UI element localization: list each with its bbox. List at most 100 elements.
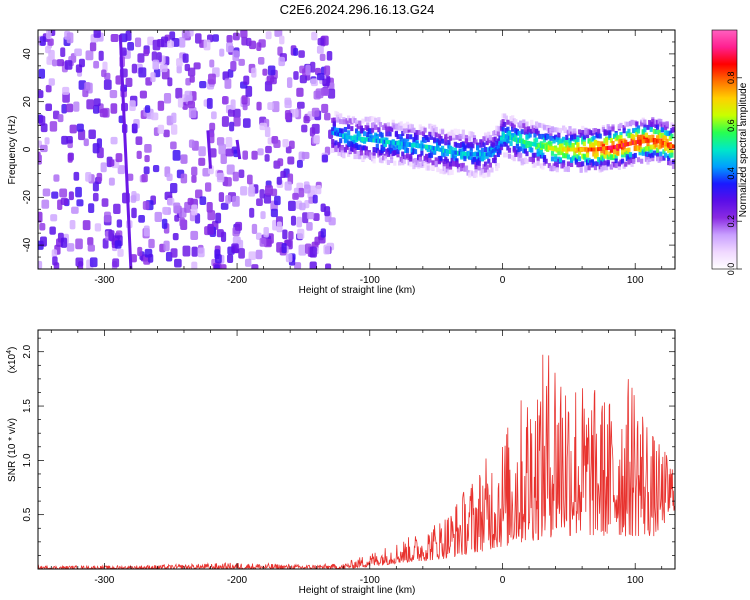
spectrogram-ridge-cell	[579, 132, 583, 138]
spectrogram-noise-cell	[176, 65, 182, 74]
spectrogram-noise-cell	[265, 185, 273, 196]
spectrogram-ridge-cell	[402, 128, 406, 134]
spectrogram-noise-cell	[89, 42, 97, 52]
snr-x-label: Height of straight line (km)	[299, 585, 416, 596]
spectrogram-ridge-cell	[426, 137, 430, 143]
spectrogram-ridge-cell	[496, 163, 500, 169]
spectrogram-ridge-cell	[440, 138, 445, 144]
spectrogram-ridge-cell	[668, 130, 672, 136]
spectrogram-noise-cell	[115, 153, 123, 163]
spectrogram-ridge-cell	[549, 131, 553, 137]
spectrogram-ridge-cell	[399, 121, 403, 127]
spectrogram-ridge-cell	[383, 155, 387, 161]
spectrogram-noise-cell	[53, 174, 60, 182]
spectrogram-noise-cell	[73, 171, 80, 181]
spectrogram-noise-cell	[317, 37, 325, 46]
spectrogram-ridge-cell	[644, 156, 649, 162]
spectrogram-ridge-cell	[450, 157, 454, 163]
spectrogram-ridge-cell	[372, 153, 376, 159]
spectrogram-ridge-cell	[554, 153, 558, 159]
spectrogram-ridge-cell	[562, 163, 566, 169]
spectrogram-noise-cell	[267, 102, 274, 110]
spectrogram-ridge-cell	[335, 111, 340, 117]
spectrogram-ridge-cell	[345, 136, 349, 142]
spectrogram-ridge-cell	[517, 156, 521, 162]
spectrogram-noise-cell	[215, 254, 222, 264]
spectrogram-noise-cell	[191, 204, 198, 216]
spectrogram-ridge-cell	[520, 129, 524, 135]
spectrogram-noise-cell	[38, 68, 46, 79]
spectrogram-noise-cell	[225, 137, 233, 148]
spectrogram-ridge-cell	[565, 142, 569, 148]
spectrogram-ridge-cell	[501, 119, 505, 125]
spectrogram-noise-cell	[78, 80, 87, 90]
spectrogram-noise-cell	[276, 221, 282, 232]
spectrogram-ridge-cell	[574, 139, 578, 145]
spectrogram-ridge-cell	[504, 141, 508, 147]
spectrogram-ridge-cell	[359, 150, 363, 156]
spectrogram-noise-cell	[147, 36, 154, 46]
spectrogram-ridge-cell	[345, 119, 349, 125]
spectrogram-noise-cell	[255, 249, 263, 260]
spectrogram-noise-cell	[276, 176, 282, 185]
spectrogram-noise-cell	[230, 99, 236, 111]
spectrogram-noise-cell	[309, 185, 317, 196]
spectrogram-ridge-cell	[485, 153, 489, 159]
spectrogram-ridge-cell	[665, 121, 669, 127]
spectrogram-noise-cell	[326, 50, 333, 61]
spectrogram-ridge-cell	[609, 137, 613, 143]
spectrogram-ridge-cell	[390, 148, 394, 154]
spectrogram-noise-cell	[163, 129, 170, 138]
spectrogram-ridge-cell	[514, 118, 518, 124]
spectrogram-noise-cell	[88, 129, 96, 140]
spectrogram-noise-cell	[324, 65, 331, 76]
spectrogram-ridge-cell	[571, 142, 575, 148]
spectrogram-ridge-cell	[601, 165, 606, 171]
spectrogram-noise-cell	[251, 150, 258, 160]
spectrogram-noise-cell	[290, 215, 297, 226]
spectrogram-noise-track	[206, 130, 213, 169]
spectrogram-ridge-cell	[584, 165, 588, 171]
spectrogram-noise-cell	[170, 183, 178, 194]
spectrogram-noise-cell	[212, 34, 219, 42]
spectrogram-noise-cell	[98, 50, 104, 61]
spectrogram-noise-cell	[299, 74, 307, 84]
spectrogram-ridge-cell	[592, 135, 596, 141]
spectrogram-noise-cell	[328, 82, 335, 91]
spectrogram-ridge-cell	[463, 156, 467, 162]
spectrogram-ridge-cell	[372, 122, 376, 128]
spectrogram-noise-cell	[298, 50, 305, 58]
spectrogram-noise-cell	[263, 193, 272, 204]
spectrogram-ridge-cell	[340, 147, 344, 153]
spectrogram-ridge-cell	[640, 158, 644, 164]
svg-text:(x104): (x104)	[6, 347, 18, 374]
spectrogram-ridge-cell	[536, 160, 540, 166]
spectrogram-noise-cell	[92, 181, 99, 192]
spectrogram-ridge-cell	[386, 159, 391, 165]
spectrogram-ridge-cell	[601, 156, 606, 162]
spectrogram-noise-cell	[312, 194, 318, 204]
spectrogram-ridge-cell	[590, 130, 594, 136]
snr-x-tick-label: -200	[227, 575, 247, 586]
spectrogram-ridge-cell	[399, 134, 403, 140]
spectrogram-noise-cell	[303, 115, 310, 124]
spectrogram-noise-cell	[75, 257, 84, 267]
spectrogram-ridge-cell	[557, 136, 561, 142]
spectrogram-noise-cell	[272, 101, 280, 113]
spectrogram-ridge-cell	[649, 126, 653, 132]
spectrogram-ridge-cell	[361, 128, 365, 134]
spectrogram-noise-cell	[41, 199, 50, 209]
spectrogram-noise-cell	[47, 38, 54, 46]
spectrogram-ridge-cell	[663, 145, 668, 151]
spectrogram-noise-cell	[134, 37, 142, 48]
spectrogram-ridge-cell	[512, 124, 516, 130]
spectrogram-ridge-cell	[437, 140, 442, 146]
spectrogram-noise-cell	[197, 247, 205, 258]
spectrogram-ridge-cell	[491, 151, 496, 157]
spectrogram-noise-cell	[251, 67, 257, 78]
spectrogram-ridge-cell	[442, 152, 446, 158]
spectrogram-noise-cell	[85, 172, 92, 182]
spectrogram-noise-cell	[322, 78, 330, 87]
spectrogram-cells	[38, 30, 675, 269]
spectrogram-noise-cell	[112, 258, 120, 268]
